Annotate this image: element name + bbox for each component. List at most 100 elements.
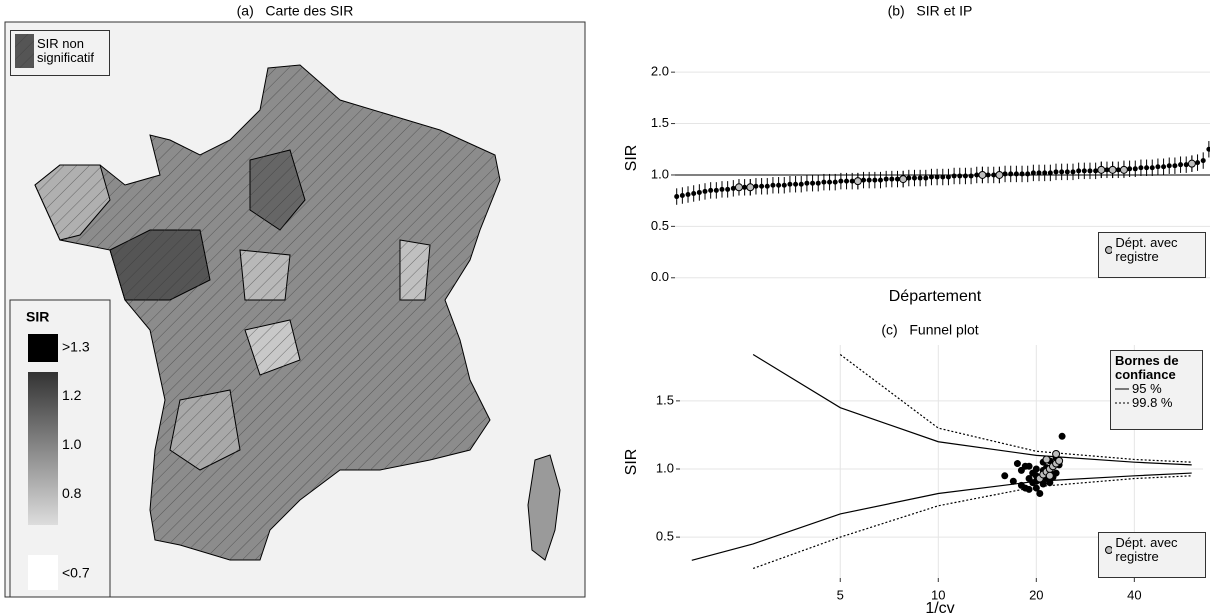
y-tick-label: 0.0	[651, 269, 669, 284]
point	[798, 181, 804, 187]
point	[1045, 471, 1054, 480]
legend-tick-label: 1.0	[62, 436, 82, 452]
chart-title: (c) Funnel plot	[881, 322, 978, 338]
point	[776, 182, 782, 188]
point	[866, 177, 872, 183]
point	[928, 174, 934, 180]
point	[725, 186, 731, 192]
y-tick-label: 1.0	[656, 460, 674, 475]
point	[1013, 171, 1019, 177]
x-tick-label: 40	[1127, 587, 1141, 602]
legend-line	[1115, 402, 1129, 404]
point	[815, 180, 821, 186]
point	[934, 174, 940, 180]
chart-title: (b) SIR et IP	[888, 3, 973, 19]
point	[1064, 169, 1070, 175]
point	[853, 177, 862, 186]
point	[787, 181, 793, 187]
legend-marker	[1105, 246, 1113, 254]
x-tick-label: 20	[1029, 587, 1043, 602]
legend-tick-label: 1.2	[62, 387, 82, 403]
sir-legend-title: SIR	[26, 309, 49, 325]
x-axis-label: 1/cv	[925, 600, 954, 616]
point	[702, 188, 708, 194]
point	[1115, 167, 1121, 173]
legend-swatch	[28, 555, 58, 590]
point	[1183, 162, 1189, 168]
point	[781, 182, 787, 188]
point	[1172, 163, 1178, 169]
point	[1161, 164, 1167, 170]
point	[1036, 170, 1042, 176]
point	[1104, 167, 1110, 173]
point	[906, 175, 912, 181]
funnel-limit	[839, 354, 1192, 463]
point	[985, 172, 991, 178]
point	[1036, 490, 1044, 498]
point	[957, 173, 963, 179]
legend-label: 99.8 %	[1132, 395, 1173, 410]
legend: Dépt. avec registre	[1098, 232, 1206, 278]
point	[810, 180, 816, 186]
legend: Dépt. avec registre	[1098, 532, 1206, 578]
point	[968, 173, 974, 179]
point	[1058, 432, 1066, 440]
point	[742, 184, 748, 190]
point	[1025, 485, 1033, 493]
funnel-limit	[752, 475, 1192, 570]
point	[1195, 160, 1201, 166]
point	[962, 173, 968, 179]
point	[1039, 480, 1047, 488]
y-tick-label: 1.0	[651, 166, 669, 181]
point	[1032, 465, 1040, 473]
legend-swatch	[28, 334, 58, 362]
point	[1042, 455, 1051, 464]
point	[849, 178, 855, 184]
point	[1178, 162, 1184, 168]
point	[1081, 168, 1087, 174]
legend-entry: Dépt. avec registre	[1103, 536, 1201, 564]
point	[1087, 168, 1093, 174]
point	[894, 176, 900, 182]
y-axis-label: SIR	[623, 449, 640, 476]
point	[1052, 469, 1060, 477]
point	[746, 183, 755, 192]
bands-legend: Bornes de confiance 95 % 99.8 %	[1110, 350, 1203, 430]
point	[1030, 170, 1036, 176]
map	[34, 64, 561, 561]
hatch-swatch	[15, 34, 34, 68]
point	[1055, 456, 1064, 465]
point	[719, 186, 725, 192]
legend-label: SIR non significatif	[36, 36, 95, 65]
point	[951, 173, 957, 179]
point	[793, 181, 799, 187]
point	[734, 183, 743, 192]
x-tick-label: 10	[931, 587, 945, 602]
x-tick-label: 5	[837, 587, 844, 602]
legend-tick-label: <0.7	[62, 565, 90, 581]
point	[1046, 479, 1054, 487]
point	[730, 185, 736, 191]
point	[1187, 159, 1196, 168]
point	[974, 172, 980, 178]
legend-entry: SIR non significatif	[15, 34, 105, 68]
point	[1021, 462, 1029, 470]
point	[1047, 170, 1053, 176]
point	[679, 193, 685, 199]
point	[911, 175, 917, 181]
legend-gradient	[28, 372, 58, 525]
point	[696, 189, 702, 195]
point	[1166, 163, 1172, 169]
y-tick-label: 0.5	[656, 529, 674, 544]
point	[1093, 168, 1099, 174]
legend-label: Dépt. avec registre	[1115, 235, 1178, 264]
point	[713, 187, 719, 193]
point	[991, 172, 997, 178]
point	[1149, 165, 1155, 171]
y-tick-label: 0.5	[651, 218, 669, 233]
x-axis-label: Département	[889, 288, 982, 305]
point	[1127, 166, 1133, 172]
point	[753, 183, 759, 189]
point	[1076, 168, 1082, 174]
